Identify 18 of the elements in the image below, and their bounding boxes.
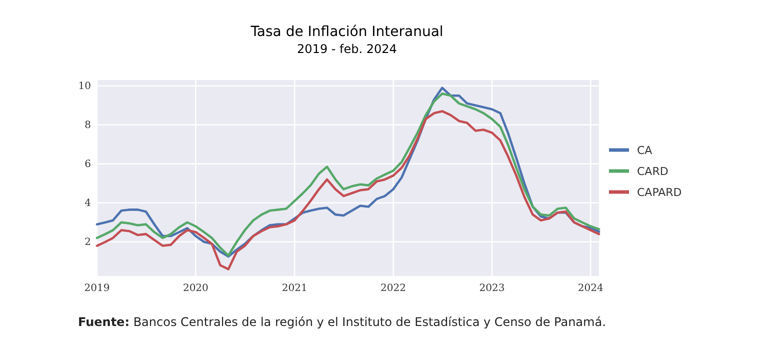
y-tick-label: 6 — [84, 159, 91, 170]
y-tick-label: 8 — [84, 120, 91, 132]
y-tick-label: 2 — [84, 237, 91, 248]
line-series — [96, 110, 600, 270]
legend-label: CAPARD — [637, 186, 682, 199]
x-tick-label: 2023 — [479, 283, 505, 294]
chart-title: Tasa de Inflación Interanual — [250, 24, 444, 40]
x-tick-label: 2020 — [182, 283, 208, 294]
chart-subtitle: 2019 - feb. 2024 — [297, 42, 397, 56]
x-tick-label: 2019 — [84, 283, 110, 294]
x-tick-label: 2021 — [282, 283, 308, 294]
y-tick-label: 4 — [84, 198, 91, 210]
x-tick-label: 2022 — [380, 283, 406, 294]
legend-label: CA — [637, 144, 653, 157]
y-tick-label: 10 — [78, 81, 91, 92]
legend-label: CARD — [637, 165, 668, 178]
x-tick-label: 2024 — [578, 283, 604, 294]
source-note: Fuente: Bancos Centrales de la región y el Instituto de Estadística y Censo de Panamá. — [78, 315, 606, 329]
